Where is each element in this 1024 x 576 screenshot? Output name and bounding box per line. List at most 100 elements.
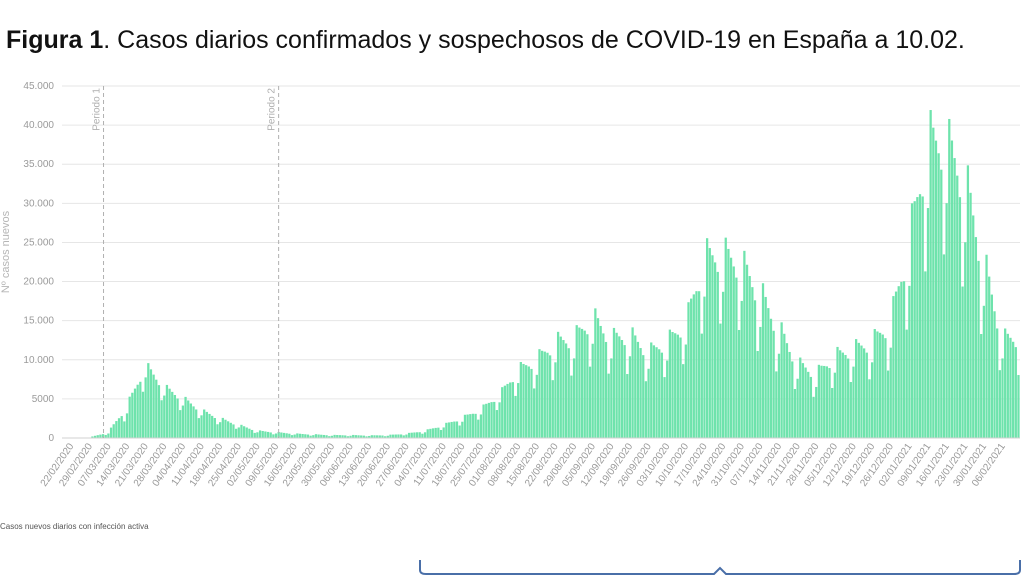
daily-bar — [567, 348, 570, 438]
daily-bar — [703, 296, 706, 438]
daily-bar — [344, 435, 347, 438]
daily-bar — [642, 355, 645, 438]
daily-bar — [607, 373, 610, 438]
daily-bar — [266, 431, 270, 438]
daily-bar — [586, 334, 589, 438]
daily-bar — [676, 334, 679, 438]
daily-bar — [179, 410, 182, 438]
daily-bar — [644, 381, 648, 438]
daily-bar — [514, 395, 517, 438]
daily-bar — [881, 334, 884, 438]
daily-bar — [1017, 375, 1020, 438]
daily-bar — [700, 333, 703, 438]
daily-bar — [415, 432, 419, 438]
daily-bar — [708, 248, 711, 438]
daily-bar — [519, 362, 522, 438]
daily-bar — [354, 435, 357, 438]
daily-bar — [407, 432, 411, 438]
daily-bar — [176, 398, 179, 438]
daily-bar — [801, 363, 805, 438]
daily-bar — [197, 418, 200, 438]
daily-bar — [245, 427, 248, 438]
daily-bar — [501, 387, 504, 438]
daily-bar — [878, 332, 882, 438]
daily-bar — [455, 421, 459, 438]
daily-bar — [940, 169, 943, 438]
daily-bar — [410, 432, 413, 438]
daily-bar — [839, 350, 842, 438]
daily-bar — [551, 380, 554, 438]
daily-bar — [868, 379, 871, 438]
daily-bar — [131, 392, 134, 438]
y-tick-label: 45.000 — [23, 81, 54, 92]
daily-bar — [474, 413, 477, 438]
daily-bar — [972, 215, 975, 438]
daily-bar — [173, 394, 177, 438]
daily-bar — [660, 352, 664, 438]
daily-bar — [301, 434, 304, 438]
daily-bar — [208, 413, 211, 438]
daily-bar — [918, 194, 922, 438]
daily-bar — [996, 328, 999, 438]
daily-bar — [990, 294, 993, 438]
daily-bar — [620, 340, 624, 438]
daily-bar — [285, 433, 288, 438]
daily-bar — [490, 402, 493, 438]
daily-bar — [237, 427, 240, 438]
daily-bar — [200, 415, 203, 438]
daily-bar — [133, 388, 137, 438]
daily-bar — [333, 434, 336, 438]
daily-bar — [690, 298, 693, 438]
daily-bar — [274, 433, 278, 438]
daily-bar — [290, 435, 294, 438]
daily-bar — [618, 336, 621, 438]
daily-bar — [980, 334, 983, 438]
daily-bar — [163, 395, 166, 438]
daily-bar — [985, 254, 988, 438]
daily-bar — [711, 255, 714, 438]
daily-bar — [224, 419, 227, 438]
daily-bar — [157, 385, 161, 438]
daily-bar — [929, 110, 932, 438]
daily-bar — [160, 400, 163, 438]
daily-bar — [219, 422, 222, 438]
daily-bar — [849, 382, 852, 438]
daily-bar — [328, 436, 331, 438]
daily-bar — [865, 352, 868, 438]
daily-bar — [921, 196, 924, 438]
daily-bar — [277, 431, 280, 438]
daily-bar — [804, 367, 807, 438]
daily-bar — [626, 374, 629, 438]
daily-bar — [461, 421, 464, 438]
daily-bar — [216, 424, 219, 438]
daily-bar — [602, 333, 605, 438]
y-tick-label: 10.000 — [23, 355, 54, 366]
daily-bar — [418, 432, 421, 438]
daily-bar — [128, 396, 131, 438]
daily-bar — [777, 353, 781, 438]
daily-bar — [1001, 358, 1004, 438]
daily-bar — [572, 358, 576, 438]
daily-bar — [836, 346, 839, 438]
daily-bar — [791, 361, 794, 438]
daily-bar — [517, 383, 520, 438]
daily-bar — [937, 153, 940, 438]
daily-bar — [107, 433, 110, 438]
daily-bar — [399, 434, 403, 438]
daily-bar — [115, 421, 118, 438]
daily-bar — [272, 434, 275, 438]
daily-bar — [556, 331, 560, 438]
daily-bar — [908, 285, 911, 438]
daily-bar — [141, 391, 145, 438]
daily-bar — [442, 427, 445, 438]
daily-bar — [458, 425, 461, 438]
daily-bar — [855, 339, 858, 438]
daily-bar — [96, 435, 99, 438]
daily-bar — [945, 203, 948, 438]
daily-bar — [748, 276, 751, 438]
daily-bar — [376, 435, 379, 438]
daily-bar — [698, 291, 701, 438]
daily-bar — [234, 428, 238, 438]
daily-bar — [604, 341, 608, 438]
y-tick-label: 30.000 — [23, 198, 54, 209]
